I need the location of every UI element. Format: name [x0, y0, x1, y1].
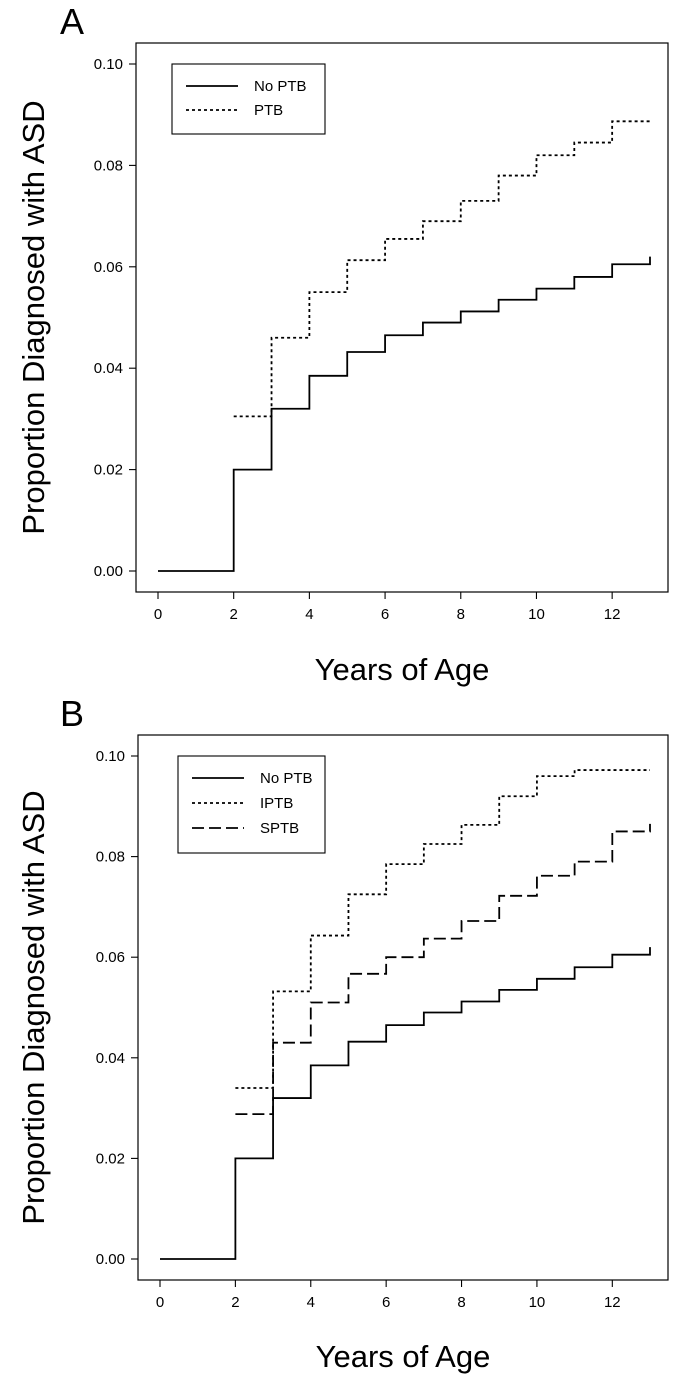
series-line-no-ptb: [158, 256, 651, 572]
x-tick-label: 10: [529, 1294, 546, 1311]
y-tick-label: 0.06: [94, 259, 123, 276]
y-tick-label: 0.08: [96, 849, 125, 866]
legend-label: PTB: [254, 102, 283, 119]
legend-box: [171, 63, 326, 135]
y-tick-label: 0.10: [94, 56, 123, 73]
series-line-ptb: [233, 120, 650, 418]
y-axis-title: Proportion Diagnosed with ASD: [16, 100, 51, 534]
x-tick-label: 6: [381, 606, 389, 623]
x-tick-label: 0: [154, 606, 162, 623]
x-tick-label: 10: [528, 606, 545, 623]
plot-frame: [137, 734, 669, 1281]
y-tick-label: 0.04: [96, 1050, 125, 1067]
y-tick-label: 0.10: [96, 748, 125, 765]
x-tick-label: 2: [231, 1294, 239, 1311]
x-axis-title: Years of Age: [316, 1339, 491, 1374]
x-axis-title: Years of Age: [315, 652, 490, 687]
legend-box: [177, 755, 326, 854]
legend-label: No PTB: [260, 770, 313, 787]
x-tick-label: 8: [457, 1294, 465, 1311]
y-tick-label: 0.00: [94, 563, 123, 580]
series-line-iptb: [235, 769, 650, 1089]
legend-label: SPTB: [260, 820, 299, 837]
series-line-sptb: [235, 823, 651, 1116]
panel-b: B 0.00 0.02 0.04 0.06 0.08 0.10 0 2 4 6 8 10 12 Propor…: [16, 693, 669, 1374]
y-tick-label: 0.02: [94, 462, 123, 479]
x-tick-label: 12: [604, 606, 621, 623]
y-tick-label: 0.04: [94, 360, 123, 377]
x-tick-label: 0: [156, 1294, 164, 1311]
legend-label: IPTB: [260, 795, 293, 812]
y-tick-label: 0.02: [96, 1150, 125, 1167]
x-tick-label: 12: [604, 1294, 621, 1311]
x-tick-label: 8: [457, 606, 465, 623]
panel-a: A 0.00 0.02 0.04 0.06 0.08 0.10 0 2 4 6 8 10 12 Propor…: [16, 1, 669, 687]
panel-letter: B: [60, 693, 84, 734]
y-tick-label: 0.00: [96, 1251, 125, 1268]
y-tick-label: 0.08: [94, 157, 123, 174]
y-tick-label: 0.06: [96, 949, 125, 966]
panel-letter: A: [60, 1, 84, 42]
x-tick-label: 2: [230, 606, 238, 623]
x-tick-label: 4: [307, 1294, 315, 1311]
x-tick-label: 6: [382, 1294, 390, 1311]
x-tick-label: 4: [305, 606, 313, 623]
y-axis-title: Proportion Diagnosed with ASD: [16, 790, 51, 1224]
series-line-no-ptb: [160, 947, 651, 1260]
plot-frame: [135, 42, 669, 593]
legend-label: No PTB: [254, 78, 307, 95]
